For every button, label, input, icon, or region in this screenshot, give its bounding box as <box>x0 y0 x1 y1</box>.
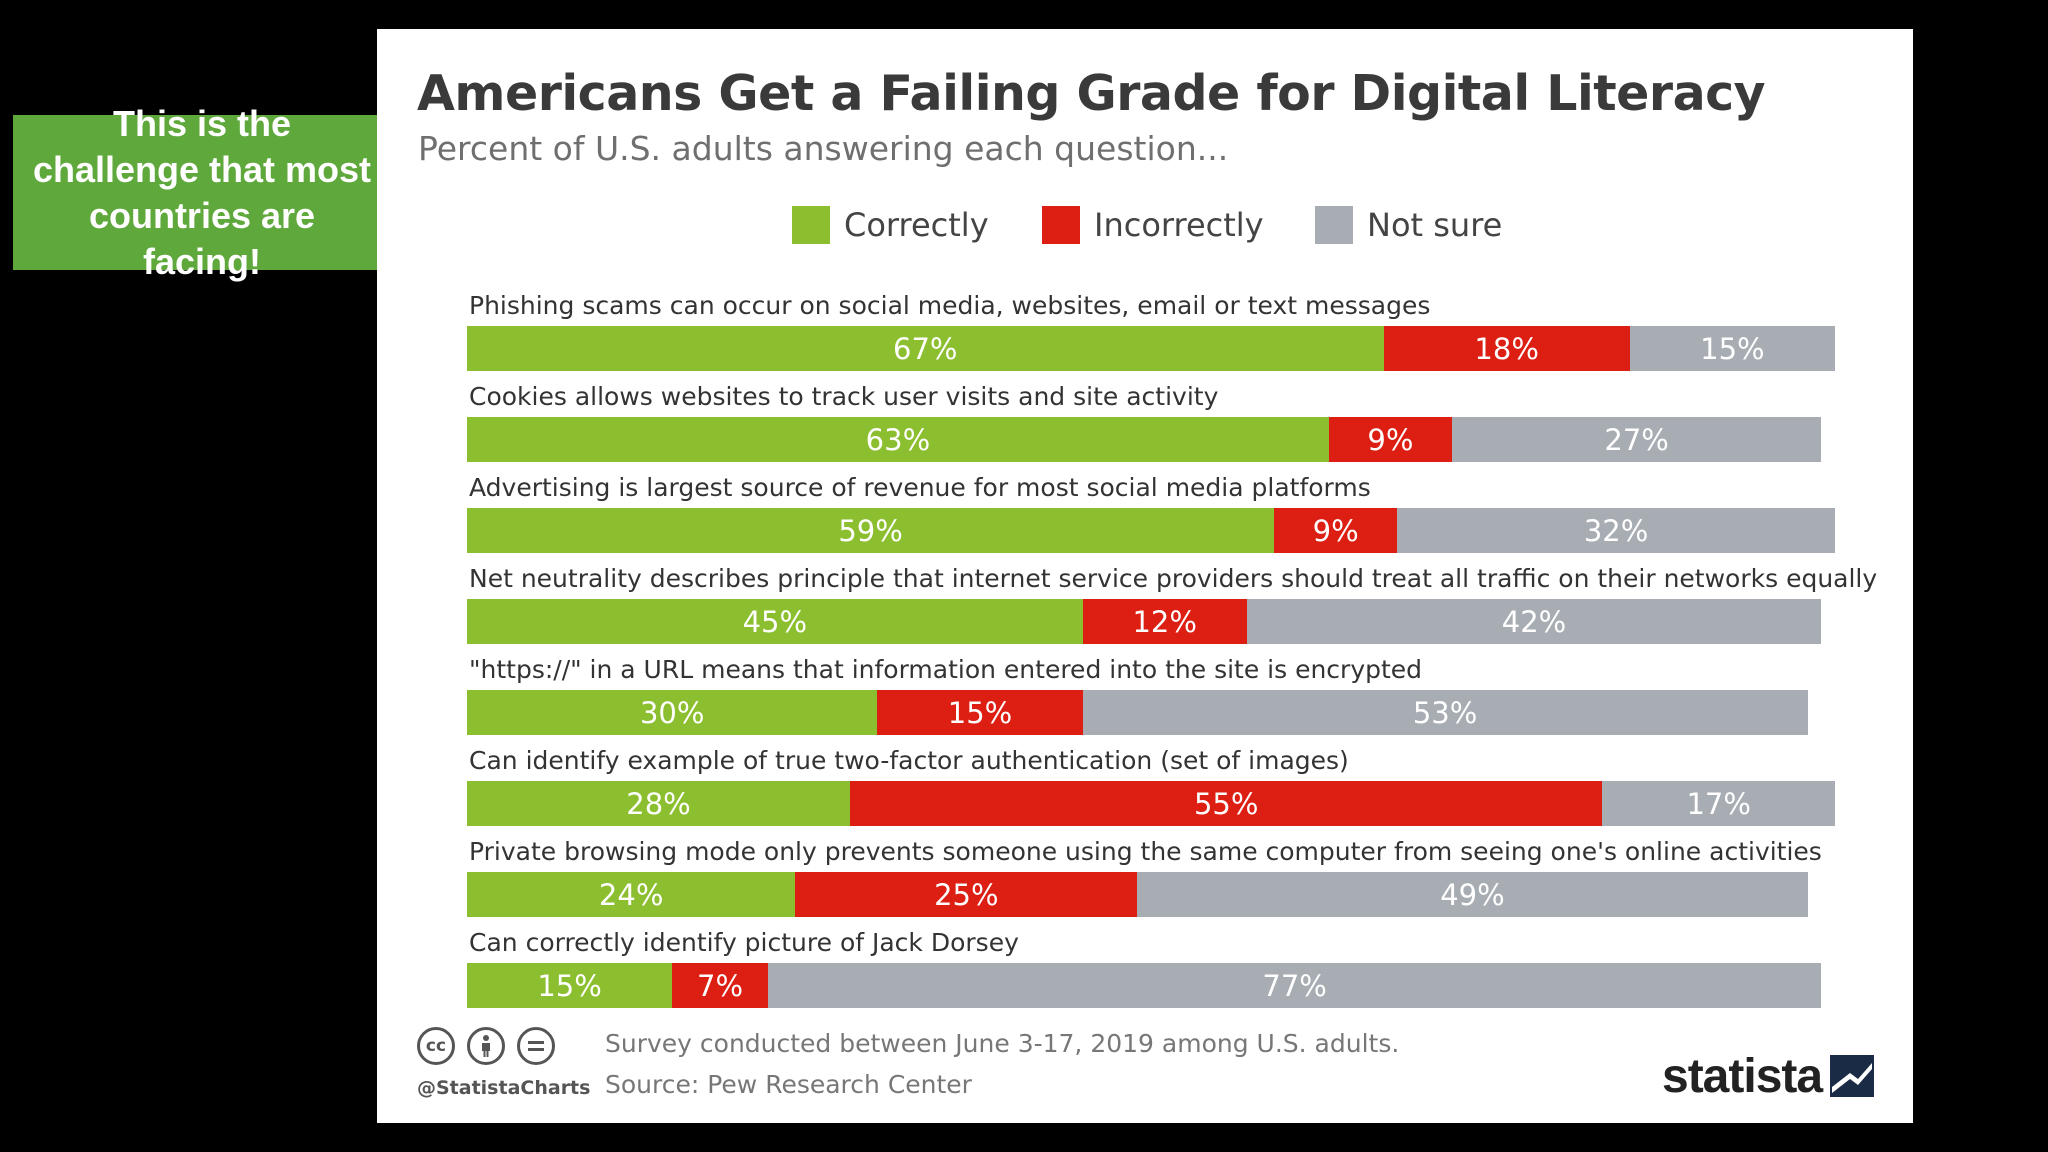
data-label: 15% <box>947 695 1013 730</box>
data-label: 18% <box>1474 331 1539 366</box>
legend-label-incorrectly: Incorrectly <box>1094 206 1264 244</box>
bar-segment-incorrect: 18% <box>1383 326 1630 371</box>
data-label: 45% <box>742 604 808 639</box>
by-attribution-icon <box>467 1027 505 1065</box>
bar-segment-incorrect: 9% <box>1274 508 1398 553</box>
statista-logo-icon <box>1830 1055 1874 1097</box>
data-label: 55% <box>1193 786 1259 821</box>
data-label: 24% <box>598 877 664 912</box>
callout-box: This is the challenge that most countrie… <box>13 103 391 282</box>
legend-swatch-not-sure <box>1315 206 1353 244</box>
legend-label-correctly: Correctly <box>844 206 989 244</box>
stacked-bar: 63% 9% 27% <box>467 417 1822 462</box>
legend-swatch-incorrectly <box>1042 206 1080 244</box>
stacked-bar: 15% 7% 77% <box>467 963 1822 1008</box>
statista-logo: statista <box>1662 1050 1823 1103</box>
data-label: 17% <box>1686 786 1751 821</box>
legend-label-not-sure: Not sure <box>1367 206 1503 244</box>
data-label: 9% <box>1367 422 1414 457</box>
bar-segment-incorrect: 15% <box>877 690 1083 735</box>
data-label: 25% <box>934 877 999 912</box>
stacked-bar: 67% 18% 15% <box>467 326 1835 371</box>
bar-segment-not-sure: 15% <box>1629 326 1835 371</box>
data-label: 59% <box>838 513 903 548</box>
data-label: 77% <box>1262 968 1327 1003</box>
license-icons: cc <box>417 1027 567 1065</box>
question-label: "https://" in a URL means that informati… <box>469 655 1423 684</box>
chart-title: Americans Get a Failing Grade for Digita… <box>417 65 1766 122</box>
stacked-bar: 59% 9% 32% <box>467 508 1835 553</box>
source-note: Source: Pew Research Center <box>605 1070 972 1099</box>
bar-segment-correct: 63% <box>467 417 1329 462</box>
stacked-bar: 28% 55% 17% <box>467 781 1835 826</box>
data-label: 53% <box>1412 695 1478 730</box>
chart-legend: Correctly Incorrectly Not sure <box>377 205 1502 245</box>
legend-swatch-correctly <box>792 206 830 244</box>
bar-segment-correct: 45% <box>467 599 1083 644</box>
legend-item-not-sure: Not sure <box>1315 205 1502 245</box>
data-label: 49% <box>1440 877 1505 912</box>
question-label: Net neutrality describes principle that … <box>469 564 1878 593</box>
bar-segment-incorrect: 55% <box>850 781 1603 826</box>
bar-segment-correct: 67% <box>467 326 1384 371</box>
question-label: Can correctly identify picture of Jack D… <box>469 928 1019 957</box>
data-label: 15% <box>1700 331 1765 366</box>
bar-segment-correct: 15% <box>467 963 673 1008</box>
data-label: 42% <box>1501 604 1567 639</box>
bar-segment-not-sure: 77% <box>767 963 1822 1008</box>
question-label: Cookies allows websites to track user vi… <box>469 382 1219 411</box>
data-label: 67% <box>893 331 958 366</box>
legend-item-incorrectly: Incorrectly <box>1042 205 1264 245</box>
bar-segment-not-sure: 53% <box>1082 690 1808 735</box>
bar-segment-not-sure: 27% <box>1451 417 1822 462</box>
bar-segment-correct: 28% <box>467 781 851 826</box>
data-label: 27% <box>1604 422 1669 457</box>
stacked-bar: 30% 15% 53% <box>467 690 1808 735</box>
chart-subtitle: Percent of U.S. adults answering each qu… <box>418 129 1229 168</box>
bar-segment-correct: 59% <box>467 508 1275 553</box>
bar-segment-not-sure: 49% <box>1137 872 1808 917</box>
stacked-bar: 45% 12% 42% <box>467 599 1822 644</box>
data-label: 12% <box>1132 604 1197 639</box>
question-label: Can identify example of true two-factor … <box>469 746 1349 775</box>
data-label: 32% <box>1583 513 1649 548</box>
bar-segment-incorrect: 9% <box>1328 417 1452 462</box>
statista-handle: @StatistaCharts <box>417 1077 591 1099</box>
survey-note: Survey conducted between June 3-17, 2019… <box>605 1029 1400 1058</box>
data-label: 63% <box>865 422 931 457</box>
bar-segment-correct: 30% <box>467 690 878 735</box>
question-label: Phishing scams can occur on social media… <box>469 291 1431 320</box>
chart-panel: Americans Get a Failing Grade for Digita… <box>377 29 1913 1123</box>
cc-icon: cc <box>417 1027 455 1065</box>
callout-text: This is the challenge that most countrie… <box>32 102 372 282</box>
bar-segment-correct: 24% <box>467 872 796 917</box>
bar-segment-incorrect: 25% <box>795 872 1138 917</box>
no-derivatives-icon <box>517 1027 555 1065</box>
data-label: 28% <box>626 786 691 821</box>
bar-segment-not-sure: 32% <box>1397 508 1835 553</box>
bar-segment-incorrect: 7% <box>672 963 768 1008</box>
question-label: Advertising is largest source of revenue… <box>469 473 1371 502</box>
data-label: 15% <box>537 968 602 1003</box>
bar-segment-not-sure: 42% <box>1246 599 1822 644</box>
question-label: Private browsing mode only prevents some… <box>469 837 1822 866</box>
bar-segment-incorrect: 12% <box>1082 599 1247 644</box>
data-label: 7% <box>697 968 744 1003</box>
data-label: 9% <box>1312 513 1359 548</box>
data-label: 30% <box>639 695 705 730</box>
legend-item-correctly: Correctly <box>792 205 989 245</box>
stacked-bar: 24% 25% 49% <box>467 872 1808 917</box>
bar-segment-not-sure: 17% <box>1602 781 1835 826</box>
